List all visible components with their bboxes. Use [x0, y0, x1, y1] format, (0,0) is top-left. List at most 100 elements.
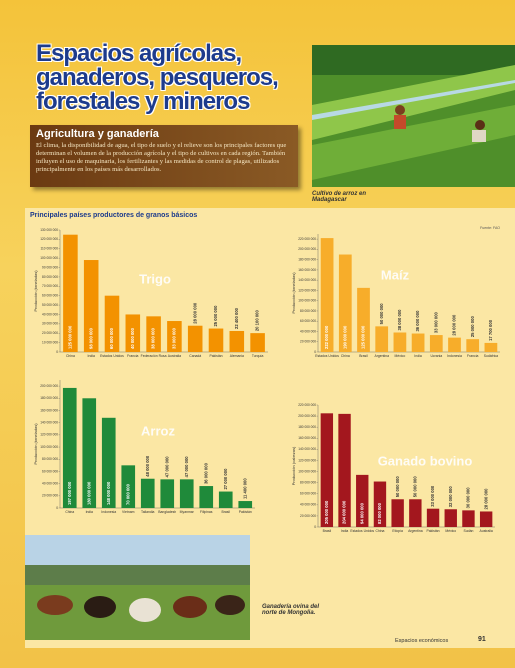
value-label: 36 000 000 — [203, 462, 208, 484]
x-tick-label: Pakistán — [427, 529, 440, 533]
y-tick-label: 90 000 000 — [42, 265, 58, 269]
x-tick-label: Vietnam — [122, 510, 135, 514]
value-label: 47 000 000 — [164, 456, 169, 478]
value-label: 22 400 000 — [234, 307, 239, 329]
x-tick-label: Canadá — [189, 354, 201, 358]
y-tick-label: 0 — [314, 525, 316, 529]
value-label: 125 000 000 — [361, 325, 366, 349]
chart-title: Arroz — [141, 423, 175, 438]
paragraph: El clima, la disponibilidad de agua, el … — [36, 142, 287, 173]
bar — [229, 330, 245, 352]
x-tick-label: Myanmar — [180, 510, 195, 514]
y-tick-label: 20 000 000 — [42, 494, 58, 498]
x-tick-label: Ucrania — [430, 354, 442, 358]
y-tick-label: 160 000 000 — [40, 408, 58, 412]
bar — [160, 479, 175, 508]
y-tick-label: 200 000 000 — [40, 384, 58, 388]
chart-title: Trigo — [139, 271, 171, 286]
x-tick-label: Sudán — [464, 529, 474, 533]
y-tick-label: 100 000 000 — [298, 299, 316, 303]
x-tick-label: India — [341, 529, 348, 533]
bar — [238, 501, 253, 508]
bar — [83, 260, 99, 352]
bar — [250, 333, 265, 352]
y-tick-label: 200 000 000 — [298, 414, 316, 418]
value-label: 28 000 000 — [192, 302, 197, 324]
bar — [218, 491, 233, 508]
x-tick-label: India — [414, 354, 421, 358]
bar — [391, 499, 404, 527]
y-tick-label: 160 000 000 — [298, 268, 316, 272]
x-tick-label: México — [395, 354, 406, 358]
x-tick-label: India — [88, 354, 95, 358]
bar — [393, 332, 407, 352]
value-label: 33 000 000 — [433, 311, 438, 333]
bar — [373, 481, 387, 527]
bar — [62, 387, 77, 508]
y-tick-label: 200 000 000 — [298, 247, 316, 251]
x-tick-label: Tailandia — [141, 510, 154, 514]
value-label: 20 100 000 — [255, 310, 260, 332]
x-tick-label: Francia — [127, 354, 138, 358]
bar — [320, 413, 334, 527]
value-label: 27 000 000 — [223, 468, 228, 490]
x-tick-label: México — [445, 529, 456, 533]
bar — [179, 479, 194, 508]
y-tick-label: 0 — [314, 350, 316, 354]
y-tick-label: 40 000 000 — [300, 503, 316, 507]
bar — [208, 328, 224, 352]
x-tick-label: Filipinas — [200, 510, 213, 514]
y-axis-label: Producción (toneladas) — [33, 423, 38, 465]
bar — [444, 509, 457, 527]
y-tick-label: 40 000 000 — [300, 329, 316, 333]
y-tick-label: 20 000 000 — [300, 514, 316, 518]
y-tick-label: 60 000 000 — [300, 319, 316, 323]
value-label: 30 000 000 — [466, 487, 471, 509]
x-tick-label: Estados Unidos — [350, 529, 374, 533]
bar — [356, 474, 369, 527]
y-tick-label: 60 000 000 — [42, 469, 58, 473]
x-tick-label: Sudáfrica — [484, 354, 498, 358]
cattle-photo — [25, 535, 250, 640]
value-label: 98 000 000 — [88, 327, 93, 349]
x-tick-label: China — [65, 510, 74, 514]
y-tick-label: 120 000 000 — [298, 458, 316, 462]
y-tick-label: 80 000 000 — [300, 309, 316, 313]
x-tick-label: Francia — [467, 354, 478, 358]
value-label: 82 000 000 — [377, 502, 382, 524]
x-tick-label: China — [341, 354, 350, 358]
y-tick-label: 40 000 000 — [42, 481, 58, 485]
y-tick-label: 120 000 000 — [298, 288, 316, 292]
y-tick-label: 110 000 000 — [41, 247, 59, 251]
value-label: 11 400 000 — [242, 478, 247, 499]
x-tick-label: Australia — [480, 529, 493, 533]
value-label: 180 000 000 — [86, 481, 91, 505]
bar — [104, 295, 120, 352]
x-tick-label: Indonesia — [447, 354, 462, 358]
bar — [357, 287, 370, 352]
x-tick-label: Turquía — [252, 354, 264, 358]
y-tick-label: 80 000 000 — [42, 457, 58, 461]
x-tick-label: Brasil — [222, 510, 231, 514]
y-tick-label: 40 000 000 — [42, 312, 58, 316]
y-tick-label: 0 — [56, 506, 58, 510]
y-tick-label: 180 000 000 — [298, 425, 316, 429]
y-tick-label: 0 — [56, 350, 58, 354]
x-tick-label: Australia — [168, 354, 181, 358]
value-label: 205 000 000 — [324, 500, 329, 524]
bar — [409, 499, 422, 527]
x-tick-label: Brasil — [323, 529, 332, 533]
bar — [82, 398, 97, 508]
y-tick-label: 60 000 000 — [300, 492, 316, 496]
x-tick-label: Argentina — [408, 529, 423, 533]
y-tick-label: 130 000 000 — [40, 228, 58, 232]
y-tick-label: 100 000 000 — [298, 469, 316, 473]
bar — [338, 254, 352, 352]
y-tick-label: 100 000 000 — [40, 445, 58, 449]
footer-text: Espacios económicos — [395, 638, 449, 644]
bar — [466, 339, 480, 352]
x-tick-label: China — [66, 354, 75, 358]
y-tick-label: 20 000 000 — [300, 340, 316, 344]
x-tick-label: Estados Unidos — [315, 354, 339, 358]
y-tick-label: 120 000 000 — [40, 433, 58, 437]
